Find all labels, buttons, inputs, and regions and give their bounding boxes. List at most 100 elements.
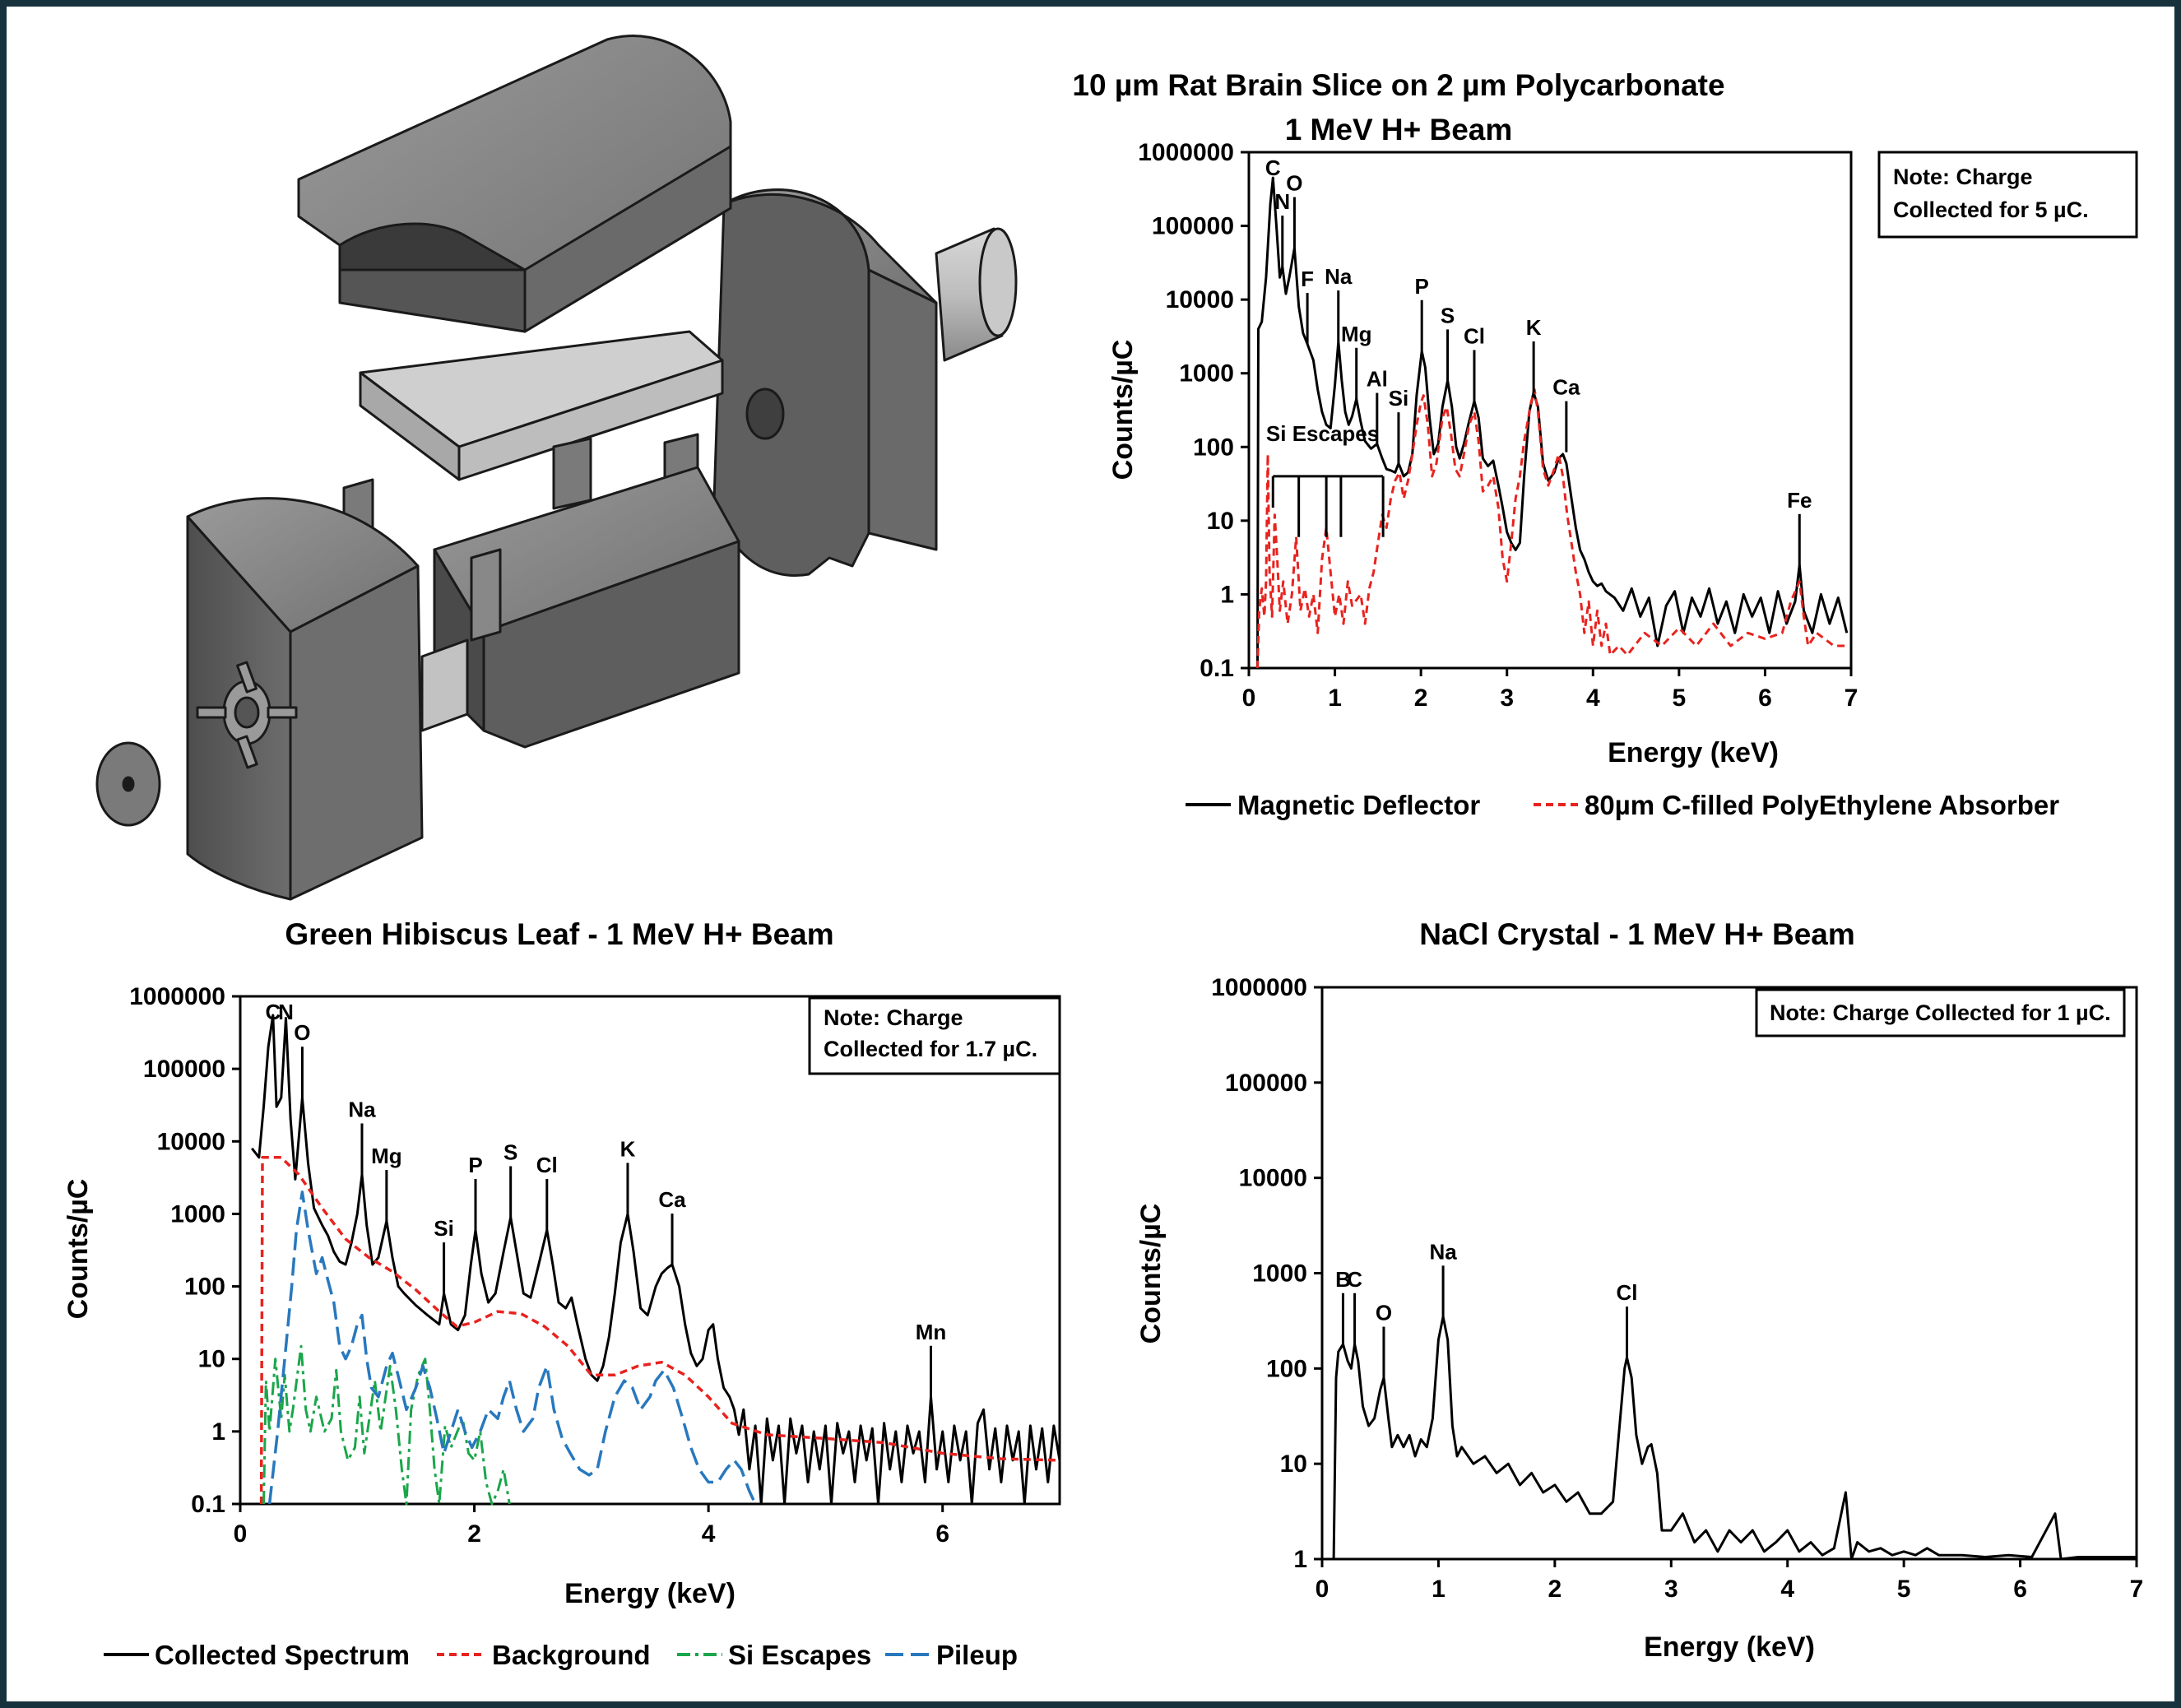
peak-label: K: [1526, 315, 1542, 340]
peak-label: Al: [1367, 367, 1388, 392]
peak-label: C: [1347, 1267, 1362, 1292]
magnetic-deflector-assembly-illustration: [95, 35, 1018, 901]
x-axis-label: Energy (keV): [1644, 1631, 1815, 1663]
y-tick-label: 100: [184, 1274, 225, 1301]
y-tick-label: 1: [211, 1418, 225, 1446]
y-tick-label: 100000: [1152, 213, 1234, 240]
x-tick-label: 1: [1328, 685, 1342, 712]
legend-deflector: Magnetic Deflector: [1237, 790, 1480, 820]
x-tick-label: 7: [1845, 685, 1858, 712]
y-tick-label: 100000: [143, 1056, 225, 1083]
legend-collected: Collected Spectrum: [155, 1640, 410, 1670]
peak-label: Ca: [658, 1187, 686, 1212]
rat-brain-spectrum-chart: 10 µm Rat Brain Slice on 2 µm Polycarbon…: [1072, 68, 2138, 820]
peak-label: C: [1265, 155, 1281, 180]
peak-label: Na: [1325, 264, 1353, 289]
y-tick-label: 1000: [1252, 1260, 1307, 1288]
hibiscus-spectrum-chart: Green Hibiscus Leaf - 1 MeV H+ Beam 0 2 4 6…: [63, 917, 1061, 1670]
peak-label: Na: [1429, 1239, 1457, 1264]
peak-label: K: [620, 1136, 636, 1161]
peak-label: O: [294, 1020, 310, 1045]
note-line2: Collected for 1.7 µC.: [824, 1037, 1037, 1061]
x-tick-label: 0: [1316, 1576, 1329, 1603]
legend-background: Background: [492, 1640, 651, 1670]
series-line-spectrum: [1332, 1315, 2137, 1561]
y-tick-label: 1000000: [1138, 139, 1234, 166]
note-line1: Note: Charge Collected for 1 µC.: [1770, 1000, 2111, 1025]
x-axis-label: Energy (keV): [564, 1578, 736, 1609]
peak-label: Ca: [1552, 375, 1580, 400]
peak-label: Si: [1389, 386, 1409, 411]
series-line-collected-spectrum: [251, 1014, 1061, 1506]
note-line2: Collected for 5 µC.: [1893, 197, 2089, 222]
y-tick-label: 1000000: [129, 983, 225, 1010]
series-line-80-m-c-filled-polyethylene-absorber: [1256, 388, 1847, 669]
x-tick-label: 2: [1548, 1576, 1562, 1603]
y-tick-label: 100000: [1225, 1070, 1307, 1097]
y-tick-label: 0.1: [191, 1491, 225, 1518]
series-line-pileup: [267, 1190, 757, 1505]
y-tick-label: 1000000: [1211, 974, 1307, 1001]
peak-label: F: [1301, 267, 1314, 291]
y-tick-label: 10000: [157, 1128, 225, 1155]
x-tick-label: 5: [1673, 685, 1687, 712]
series-line-background: [259, 1156, 1060, 1505]
plot-frame: [1247, 151, 1853, 670]
note-box: [808, 996, 1061, 1075]
peak-label: Cl: [1464, 323, 1485, 348]
peak-label: Mn: [916, 1320, 947, 1344]
peak-label: Mg: [371, 1144, 402, 1168]
y-axis-label: Counts/µC: [1135, 1204, 1167, 1344]
x-tick-label: 0: [234, 1520, 248, 1548]
x-tick-label: 3: [1500, 685, 1514, 712]
legend-pileup: Pileup: [936, 1640, 1018, 1670]
peak-label: Si: [434, 1216, 454, 1241]
x-axis-label: Energy (keV): [1608, 737, 1779, 768]
x-tick-label: 5: [1897, 1576, 1911, 1603]
x-tick-label: 3: [1664, 1576, 1678, 1603]
y-tick-label: 10: [1280, 1450, 1307, 1478]
peak-label: C: [265, 1000, 281, 1024]
y-tick-label: 1: [1220, 581, 1234, 608]
y-tick-label: 100: [1193, 434, 1234, 461]
x-tick-label: 4: [702, 1520, 716, 1548]
peak-label: P: [468, 1153, 482, 1177]
series-line-magnetic-deflector: [1256, 176, 1849, 669]
y-tick-label: 1000: [1179, 360, 1234, 388]
legend-absorber: 80µm C-filled PolyEthylene Absorber: [1585, 790, 2059, 820]
peak-label: N: [278, 1000, 294, 1024]
y-tick-label: 10000: [1239, 1165, 1307, 1192]
peak-label: Na: [348, 1097, 376, 1121]
chart-title-line2: 1 MeV H+ Beam: [1285, 113, 1513, 146]
chart-title: Green Hibiscus Leaf - 1 MeV H+ Beam: [285, 917, 833, 951]
x-tick-label: 4: [1586, 685, 1600, 712]
y-tick-label: 10: [198, 1346, 225, 1373]
y-tick-label: 1000: [170, 1200, 225, 1228]
x-tick-label: 2: [1414, 685, 1428, 712]
peak-label: O: [1286, 171, 1302, 196]
x-tick-label: 6: [1758, 685, 1772, 712]
peak-label: Cl: [536, 1153, 558, 1177]
chart-title-line1: 10 µm Rat Brain Slice on 2 µm Polycarbon…: [1072, 68, 1724, 102]
plot-frame: [239, 995, 1061, 1506]
y-tick-label: 100: [1266, 1355, 1307, 1382]
peak-label: Mg: [1341, 322, 1372, 346]
y-tick-label: 10: [1207, 508, 1234, 535]
nacl-spectrum-chart: NaCl Crystal - 1 MeV H+ Beam 0 1 2 3 4 5 6 7110…: [1135, 917, 2143, 1663]
x-tick-label: 6: [935, 1520, 949, 1548]
peak-label: S: [503, 1139, 517, 1164]
y-axis-label: Counts/µC: [63, 1179, 94, 1320]
note-box: [1755, 988, 2126, 1037]
y-axis-label: Counts/µC: [1107, 340, 1139, 480]
x-tick-label: 2: [467, 1520, 481, 1548]
x-tick-label: 6: [2013, 1576, 2027, 1603]
chart-title: NaCl Crystal - 1 MeV H+ Beam: [1419, 917, 1855, 951]
note-line1: Note: Charge: [824, 1005, 963, 1030]
peak-label: Cl: [1617, 1280, 1638, 1305]
peak-label: N: [1274, 189, 1290, 214]
y-tick-label: 0.1: [1200, 655, 1234, 682]
peak-label: B: [1335, 1267, 1351, 1292]
note-line1: Note: Charge: [1893, 165, 2033, 189]
peak-label: S: [1441, 303, 1455, 327]
